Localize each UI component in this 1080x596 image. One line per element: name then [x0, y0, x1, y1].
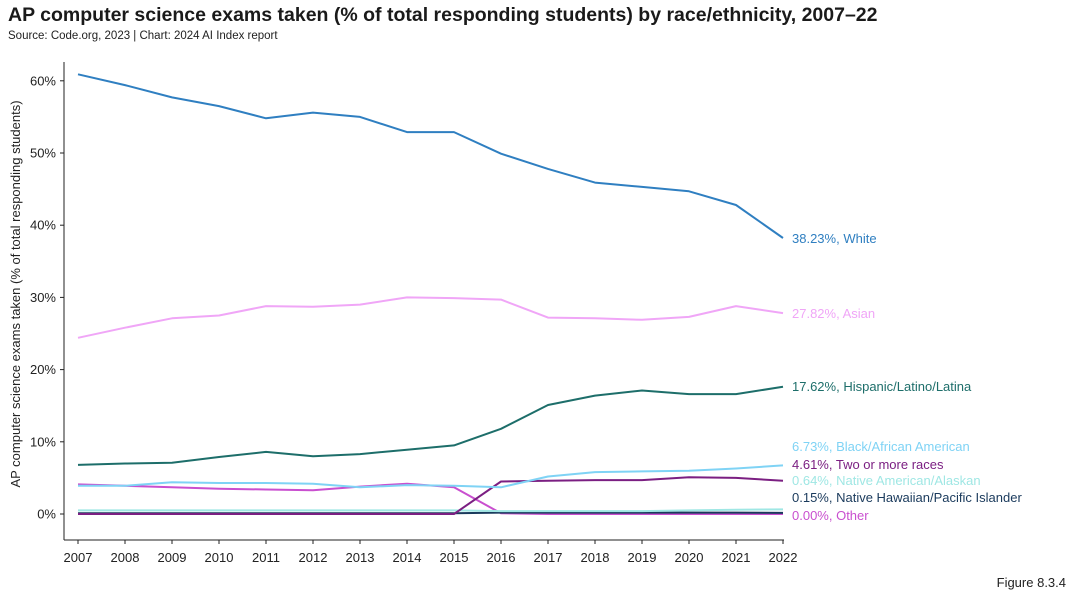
end-label-native-american-alaskan: 0.64%, Native American/Alaskan	[792, 473, 981, 488]
figure-label: Figure 8.3.4	[996, 575, 1066, 590]
x-tick-label: 2015	[440, 550, 469, 565]
chart-title: AP computer science exams taken (% of to…	[8, 4, 878, 26]
x-tick-label: 2014	[393, 550, 422, 565]
y-axis-label: AP computer science exams taken (% of to…	[8, 100, 23, 487]
y-tick-label: 50%	[30, 146, 56, 161]
x-tick-label: 2020	[675, 550, 704, 565]
x-tick-label: 2016	[487, 550, 516, 565]
x-tick-label: 2007	[64, 550, 93, 565]
x-tick-label: 2013	[346, 550, 375, 565]
end-label-two-or-more-races: 4.61%, Two or more races	[792, 457, 944, 472]
y-tick-label: 10%	[30, 434, 56, 449]
y-tick-label: 40%	[30, 218, 56, 233]
series-line-two-or-more-races	[78, 476, 784, 515]
x-tick-label: 2010	[205, 550, 234, 565]
end-label-other: 0.00%, Other	[792, 508, 869, 523]
end-label-native-hawaiian-pacific-islander: 0.15%, Native Hawaiian/Pacific Islander	[792, 490, 1022, 505]
x-tick-label: 2009	[158, 550, 187, 565]
x-tick-label: 2022	[769, 550, 798, 565]
series-line-hispanic-latino-latina	[77, 385, 784, 466]
x-tick-label: 2018	[581, 550, 610, 565]
series-line-white	[77, 73, 784, 239]
series-line-native-american-alaskan	[78, 508, 784, 513]
x-tick-label: 2021	[722, 550, 751, 565]
series-line-black-african-american	[78, 464, 784, 489]
x-tick-label: 2012	[299, 550, 328, 565]
x-tick-label: 2011	[252, 550, 280, 565]
x-tick-label: 2008	[111, 550, 140, 565]
end-label-white: 38.23%, White	[792, 231, 877, 246]
y-tick-label: 20%	[30, 362, 56, 377]
y-tick-label: 30%	[30, 290, 56, 305]
end-label-hispanic-latino-latina: 17.62%, Hispanic/Latino/Latina	[792, 379, 972, 394]
y-tick-label: 0%	[37, 507, 56, 522]
y-tick-label: 60%	[30, 73, 56, 88]
x-tick-label: 2017	[534, 550, 563, 565]
series-line-asian	[77, 296, 784, 339]
end-label-asian: 27.82%, Asian	[792, 306, 875, 321]
x-tick-label: 2019	[628, 550, 657, 565]
end-label-black-african-american: 6.73%, Black/African American	[792, 439, 970, 454]
chart-source: Source: Code.org, 2023 | Chart: 2024 AI …	[8, 30, 278, 42]
